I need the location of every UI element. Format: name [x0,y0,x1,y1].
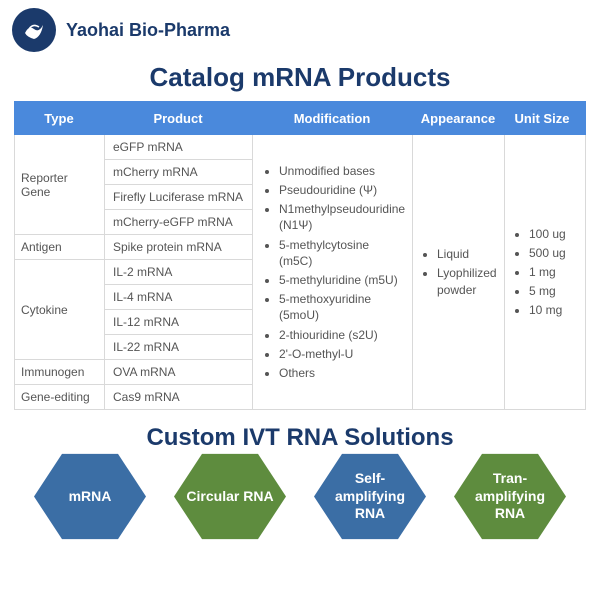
product-cell: IL-12 mRNA [105,310,253,335]
list-item: Lyophilized powder [437,265,497,297]
product-cell: Firefly Luciferase mRNA [105,185,253,210]
subtitle: Custom IVT RNA Solutions [0,424,600,452]
list-item: N1methylpseudouridine (N1Ψ) [279,201,405,233]
hex-label: Self-amplifying RNA [314,448,426,545]
list-item: 10 mg [529,302,566,318]
hex-label: Circular RNA [174,448,286,545]
modification-cell: Unmodified bases Pseudouridine (Ψ) N1methy… [253,135,413,409]
list-item: 5 mg [529,283,566,299]
product-cell: IL-22 mRNA [105,335,253,359]
product-cell: OVA mRNA [105,360,253,384]
page-title: Catalog mRNA Products [0,62,600,93]
hex-label: Tran-amplifying RNA [454,448,566,545]
col-header-unitsize: Unit Size [504,111,580,126]
products-table: Type Product Modification Appearance Uni… [0,101,600,410]
hex-item: Tran-amplifying RNA [454,462,566,530]
logo-icon [12,8,56,52]
col-header-modification: Modification [252,111,412,126]
col-header-appearance: Appearance [412,111,504,126]
hex-item: Self-amplifying RNA [314,462,426,530]
header: Yaohai Bio-Pharma [0,0,600,60]
products-col: Spike protein mRNA [105,235,253,259]
list-item: Pseudouridine (Ψ) [279,182,405,198]
product-cell: Spike protein mRNA [105,235,253,259]
product-cell: mCherry-eGFP mRNA [105,210,253,234]
col-header-type: Type [14,111,104,126]
type-product-columns: Reporter GeneeGFP mRNAmCherry mRNAFirefl… [15,135,253,409]
table-body: Reporter GeneeGFP mRNAmCherry mRNAFirefl… [14,135,586,410]
appearance-cell: Liquid Lyophilized powder [413,135,505,409]
list-item: 5-methylcytosine (m5C) [279,237,405,269]
product-cell: eGFP mRNA [105,135,253,160]
products-col: Cas9 mRNA [105,385,253,409]
type-product-group: Reporter GeneeGFP mRNAmCherry mRNAFirefl… [15,135,253,235]
type-product-group: ImmunogenOVA mRNA [15,360,253,385]
list-item: 2-thiouridine (s2U) [279,327,405,343]
company-name: Yaohai Bio-Pharma [66,20,230,41]
table-header-row: Type Product Modification Appearance Uni… [14,101,586,135]
list-item: 100 ug [529,226,566,242]
product-cell: Cas9 mRNA [105,385,253,409]
list-item: 1 mg [529,264,566,280]
product-cell: IL-2 mRNA [105,260,253,285]
list-item: Liquid [437,246,497,262]
product-cell: IL-4 mRNA [105,285,253,310]
hex-item: Circular RNA [174,462,286,530]
type-cell: Immunogen [15,360,105,384]
list-item: 5-methoxyuridine (5moU) [279,291,405,323]
list-item: Others [279,365,405,381]
type-product-group: CytokineIL-2 mRNAIL-4 mRNAIL-12 mRNAIL-2… [15,260,253,360]
col-header-product: Product [104,111,252,126]
products-col: eGFP mRNAmCherry mRNAFirefly Luciferase … [105,135,253,234]
type-cell: Antigen [15,235,105,259]
type-product-group: Gene-editingCas9 mRNA [15,385,253,409]
products-col: OVA mRNA [105,360,253,384]
type-cell: Cytokine [15,260,105,359]
type-cell: Reporter Gene [15,135,105,234]
hex-label: mRNA [34,448,146,545]
list-item: 2'-O-methyl-U [279,346,405,362]
type-product-group: AntigenSpike protein mRNA [15,235,253,260]
unitsize-cell: 100 ug 500 ug 1 mg 5 mg 10 mg [505,135,581,409]
hex-row: mRNA Circular RNA Self-amplifying RNA Tran-… [0,462,600,530]
list-item: Unmodified bases [279,163,405,179]
products-col: IL-2 mRNAIL-4 mRNAIL-12 mRNAIL-22 mRNA [105,260,253,359]
product-cell: mCherry mRNA [105,160,253,185]
type-cell: Gene-editing [15,385,105,409]
list-item: 5-methyluridine (m5U) [279,272,405,288]
hex-item: mRNA [34,462,146,530]
list-item: 500 ug [529,245,566,261]
